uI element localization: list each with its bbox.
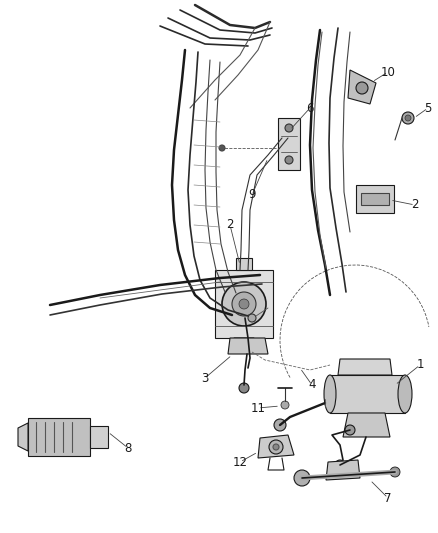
Text: 3: 3	[201, 372, 208, 384]
Circle shape	[390, 467, 400, 477]
Circle shape	[269, 440, 283, 454]
Polygon shape	[356, 185, 394, 213]
Polygon shape	[338, 359, 392, 375]
Circle shape	[356, 82, 368, 94]
Circle shape	[248, 314, 256, 322]
Text: 9: 9	[248, 189, 256, 201]
Ellipse shape	[324, 375, 336, 413]
Polygon shape	[236, 258, 252, 270]
Circle shape	[405, 115, 411, 121]
Polygon shape	[343, 413, 390, 437]
Circle shape	[273, 444, 279, 450]
Circle shape	[402, 112, 414, 124]
Circle shape	[222, 282, 266, 326]
Circle shape	[335, 460, 345, 470]
Ellipse shape	[398, 375, 412, 413]
Polygon shape	[234, 338, 254, 352]
Circle shape	[285, 156, 293, 164]
Circle shape	[345, 425, 355, 435]
Text: 6: 6	[306, 101, 314, 115]
Polygon shape	[28, 418, 90, 456]
Circle shape	[239, 299, 249, 309]
Polygon shape	[228, 338, 268, 354]
Circle shape	[239, 383, 249, 393]
Circle shape	[232, 292, 256, 316]
Circle shape	[281, 401, 289, 409]
Text: 8: 8	[124, 441, 132, 455]
Text: 7: 7	[384, 491, 392, 505]
Polygon shape	[326, 460, 360, 480]
Polygon shape	[90, 426, 108, 448]
Polygon shape	[330, 375, 405, 413]
Polygon shape	[348, 70, 376, 104]
Circle shape	[274, 419, 286, 431]
Polygon shape	[258, 435, 294, 458]
Circle shape	[294, 470, 310, 486]
Polygon shape	[215, 270, 273, 338]
Text: 4: 4	[308, 378, 316, 392]
Circle shape	[219, 145, 225, 151]
Text: 1: 1	[416, 359, 424, 372]
Text: 12: 12	[233, 456, 247, 469]
Polygon shape	[361, 193, 389, 205]
Text: 5: 5	[424, 101, 432, 115]
Text: 2: 2	[226, 219, 234, 231]
Polygon shape	[18, 423, 28, 451]
Text: 11: 11	[251, 401, 265, 415]
Text: 2: 2	[411, 198, 419, 212]
Polygon shape	[278, 118, 300, 170]
Text: 10: 10	[381, 66, 396, 78]
Circle shape	[285, 124, 293, 132]
